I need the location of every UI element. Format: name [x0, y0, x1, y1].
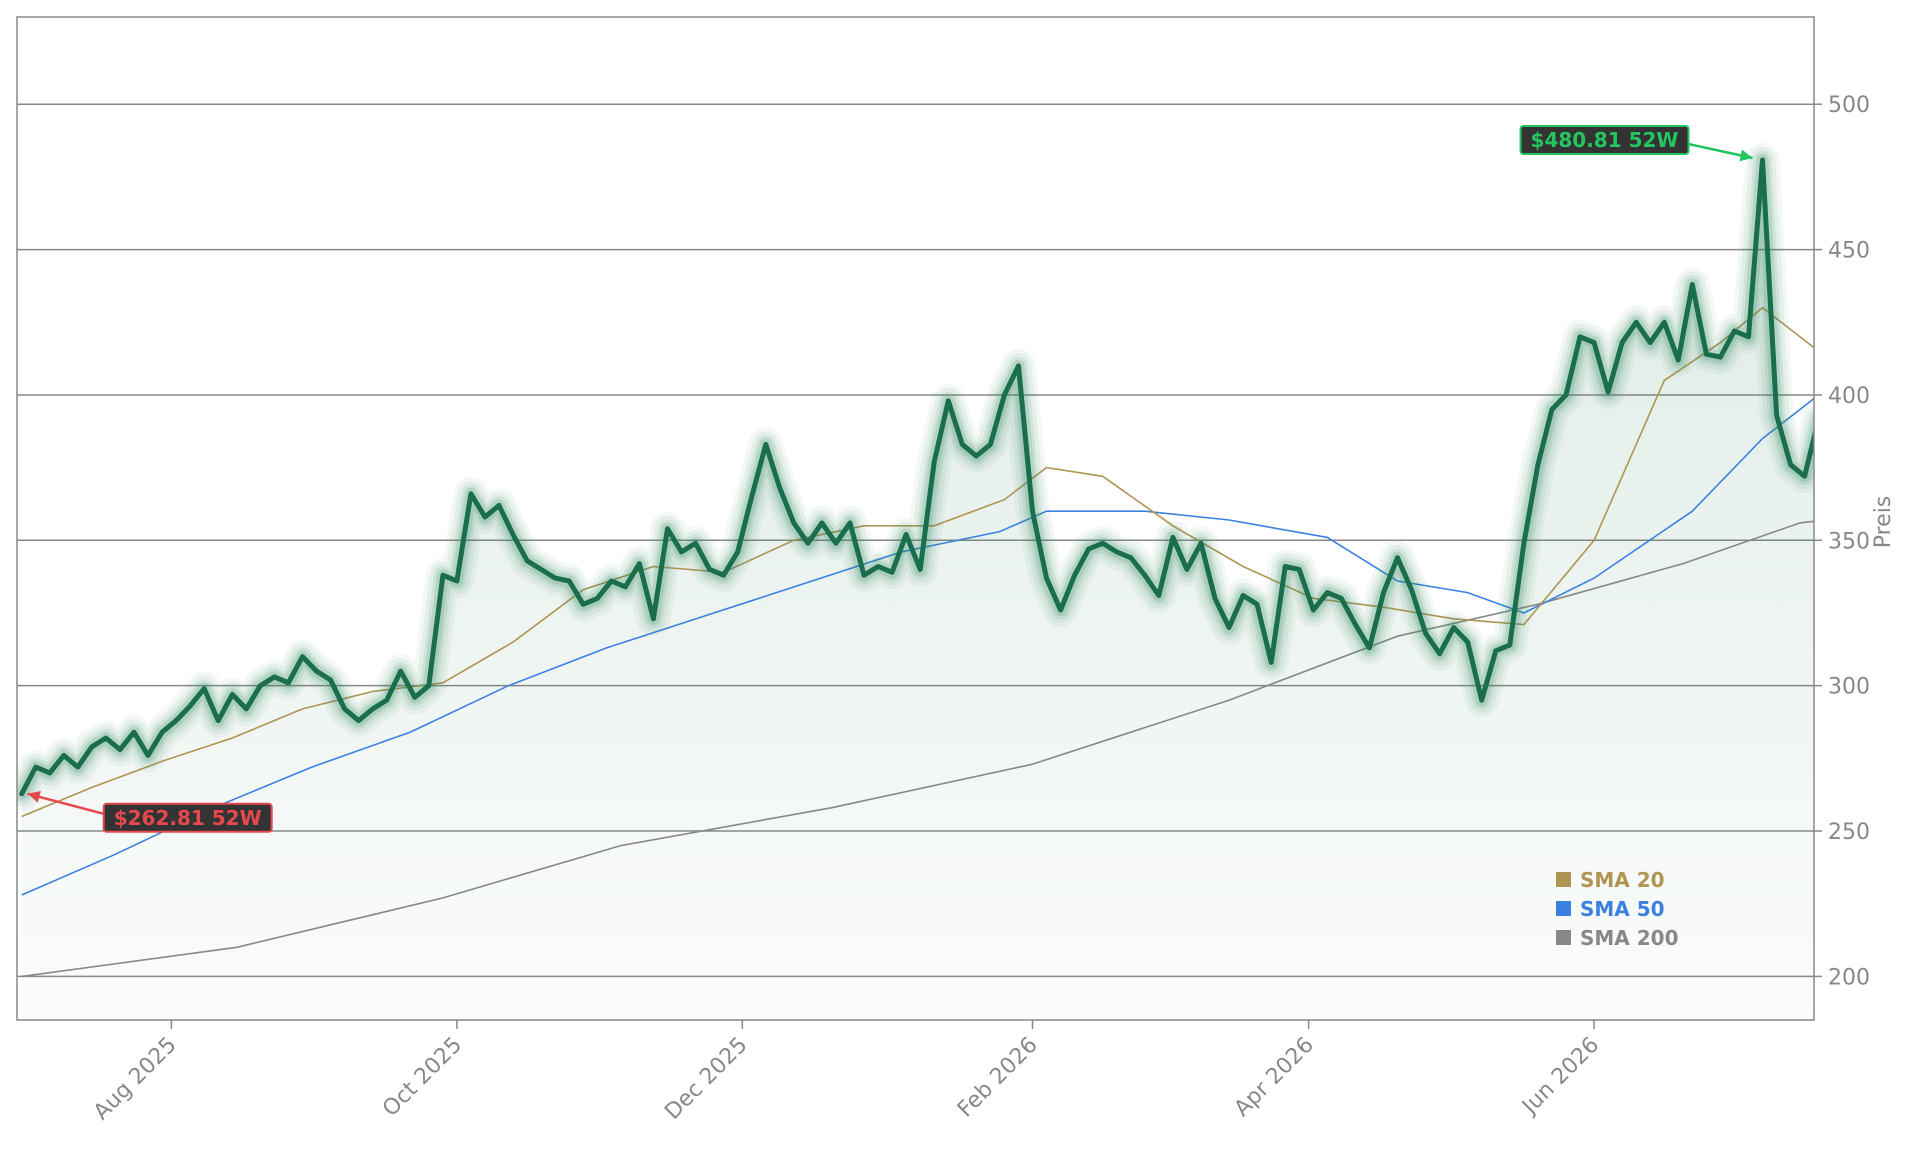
- low-callout-box: [102, 802, 273, 833]
- high-callout-box: [1519, 125, 1690, 156]
- low-arrow-head: [27, 791, 41, 803]
- high-callout-label: $480.81 52W: [1531, 128, 1679, 152]
- x-axis: Aug 2025 Oct 2025 Dec 2025 Feb 2026 Apr 2026…: [89, 1020, 1604, 1125]
- sma50-legend-label: SMA 50: [1580, 897, 1665, 921]
- sma200-line: [21, 520, 1814, 978]
- sma200-legend-label: SMA 200: [1580, 926, 1679, 950]
- sma200-legend-swatch: [1556, 930, 1571, 945]
- y-tick-label-500: 500: [1828, 93, 1870, 118]
- y-tick-label-350: 350: [1828, 529, 1870, 554]
- y-tick-label-200: 200: [1828, 965, 1870, 990]
- sma20-line: [21, 306, 1814, 818]
- high-arrow-head: [1739, 149, 1753, 162]
- low-arrow-shaft: [27, 792, 104, 815]
- y-tick-label-300: 300: [1828, 675, 1870, 700]
- sma20-legend-label: SMA 20: [1580, 868, 1665, 892]
- price-line: [19, 157, 1814, 797]
- low-callout-label: $262.81 52W: [114, 806, 262, 830]
- y-tick-label-250: 250: [1828, 820, 1870, 845]
- x-tick-label-0: Aug 2025: [89, 1033, 182, 1126]
- x-tick-label-2: Dec 2025: [660, 1033, 752, 1125]
- sma50-legend-swatch: [1556, 901, 1571, 916]
- sma50-line: [21, 397, 1814, 896]
- legend: SMA 20 SMA 50 SMA 200: [1556, 868, 1679, 950]
- y-axis-title: Preis: [1871, 496, 1896, 549]
- plot-frame: [16, 16, 1815, 1021]
- y-tick-label-400: 400: [1828, 384, 1870, 409]
- sma20-legend-swatch: [1556, 872, 1571, 887]
- x-tick-label-3: Feb 2026: [953, 1033, 1043, 1123]
- extreme-annotations: $480.81 52W $262.81 52W: [27, 125, 1753, 833]
- x-tick-label-1: Oct 2025: [378, 1033, 467, 1122]
- x-tick-label-5: Jun 2026: [1516, 1033, 1604, 1121]
- x-tick-label-4: Apr 2026: [1230, 1033, 1319, 1122]
- y-tick-label-450: 450: [1828, 239, 1870, 264]
- price-area-fill: [21, 160, 1814, 1020]
- y-axis: 200 250 300 350 400 450 500: [1814, 93, 1870, 990]
